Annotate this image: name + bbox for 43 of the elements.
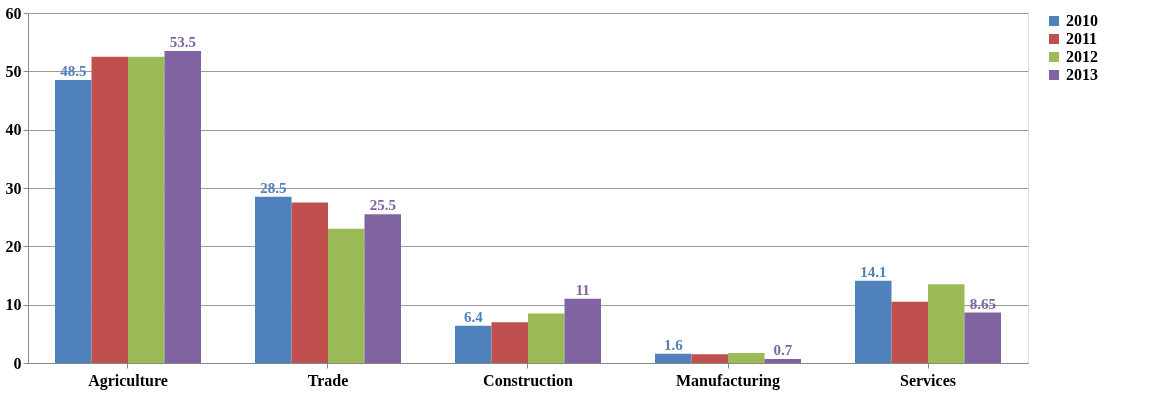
data-label: 1.6 <box>663 336 684 353</box>
legend-label: 2011 <box>1066 30 1098 47</box>
bar <box>91 56 128 363</box>
bar <box>728 353 765 363</box>
bar <box>855 280 892 363</box>
bar <box>128 56 165 363</box>
y-tick-label: 50 <box>5 62 22 80</box>
bar <box>655 353 692 363</box>
bar <box>891 301 928 363</box>
x-tick-label: Agriculture <box>88 371 168 390</box>
data-label: 11 <box>575 281 590 298</box>
data-label: 14.1 <box>860 263 887 280</box>
legend-label: 2010 <box>1066 12 1098 29</box>
x-tick-label: Trade <box>307 371 349 389</box>
data-label: 53.5 <box>169 33 196 50</box>
bar <box>291 202 328 363</box>
data-label: 0.7 <box>773 341 793 358</box>
bar <box>164 50 201 363</box>
y-tick-label: 0 <box>13 354 22 372</box>
x-tick-label: Construction <box>483 371 573 389</box>
bar <box>528 313 565 363</box>
bar <box>764 358 801 363</box>
data-label: 6.4 <box>463 308 484 325</box>
bar <box>328 228 365 363</box>
legend-label: 2012 <box>1066 48 1098 65</box>
bar <box>928 284 965 363</box>
x-tick-label: Manufacturing <box>676 371 780 390</box>
bar <box>255 196 292 363</box>
data-label: 25.5 <box>369 197 396 214</box>
y-tick-label: 20 <box>5 237 22 255</box>
bar <box>455 325 492 363</box>
bar <box>964 312 1001 363</box>
bar <box>55 80 92 363</box>
y-tick-label: 30 <box>5 179 22 197</box>
y-tick-label: 40 <box>5 121 22 139</box>
bar <box>364 214 401 363</box>
y-tick-label: 10 <box>5 296 22 314</box>
bar <box>691 354 728 363</box>
bar <box>491 322 528 363</box>
x-tick-label: Services <box>900 371 956 389</box>
y-tick-label: 60 <box>5 4 22 22</box>
legend-label: 2013 <box>1066 66 1098 83</box>
bar <box>564 298 601 363</box>
